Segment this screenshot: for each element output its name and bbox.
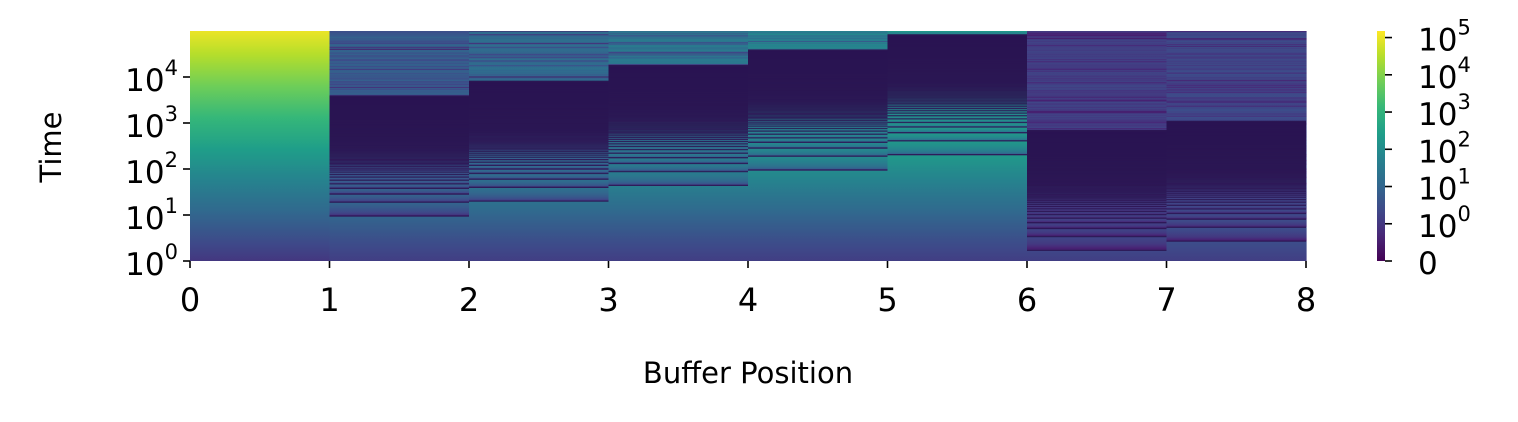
colorbar-tick-label: 101 xyxy=(1418,165,1471,208)
y-tick-label: 104 xyxy=(125,56,178,99)
x-tick-label: 5 xyxy=(877,281,897,319)
y-axis-label: Time xyxy=(34,112,68,184)
colorbar-tick-label: 102 xyxy=(1418,127,1471,170)
y-tick-label: 100 xyxy=(125,240,178,283)
x-axis-label: Buffer Position xyxy=(643,356,853,390)
colorbar-tick-label: 0 xyxy=(1418,246,1438,282)
x-tick-label: 3 xyxy=(598,281,618,319)
colorbar-tick-label: 104 xyxy=(1418,53,1471,96)
x-tick-label: 7 xyxy=(1156,281,1176,319)
heatmap-column-0 xyxy=(190,31,331,261)
colorbar-tick-label: 100 xyxy=(1418,202,1471,245)
x-tick-label: 4 xyxy=(738,281,758,319)
x-axis: 0 1 2 3 4 5 6 7 8 xyxy=(180,261,1316,319)
y-tick-label: 102 xyxy=(125,148,178,191)
heatmap-cells xyxy=(190,31,1307,261)
y-tick-label: 101 xyxy=(125,194,178,237)
x-tick-label: 8 xyxy=(1296,281,1316,319)
colorbar-gradient xyxy=(1377,31,1385,261)
y-tick-label: 103 xyxy=(125,102,178,145)
x-tick-label: 0 xyxy=(180,281,200,319)
x-tick-label: 1 xyxy=(319,281,339,319)
x-tick-label: 2 xyxy=(459,281,479,319)
x-tick-label: 6 xyxy=(1017,281,1037,319)
